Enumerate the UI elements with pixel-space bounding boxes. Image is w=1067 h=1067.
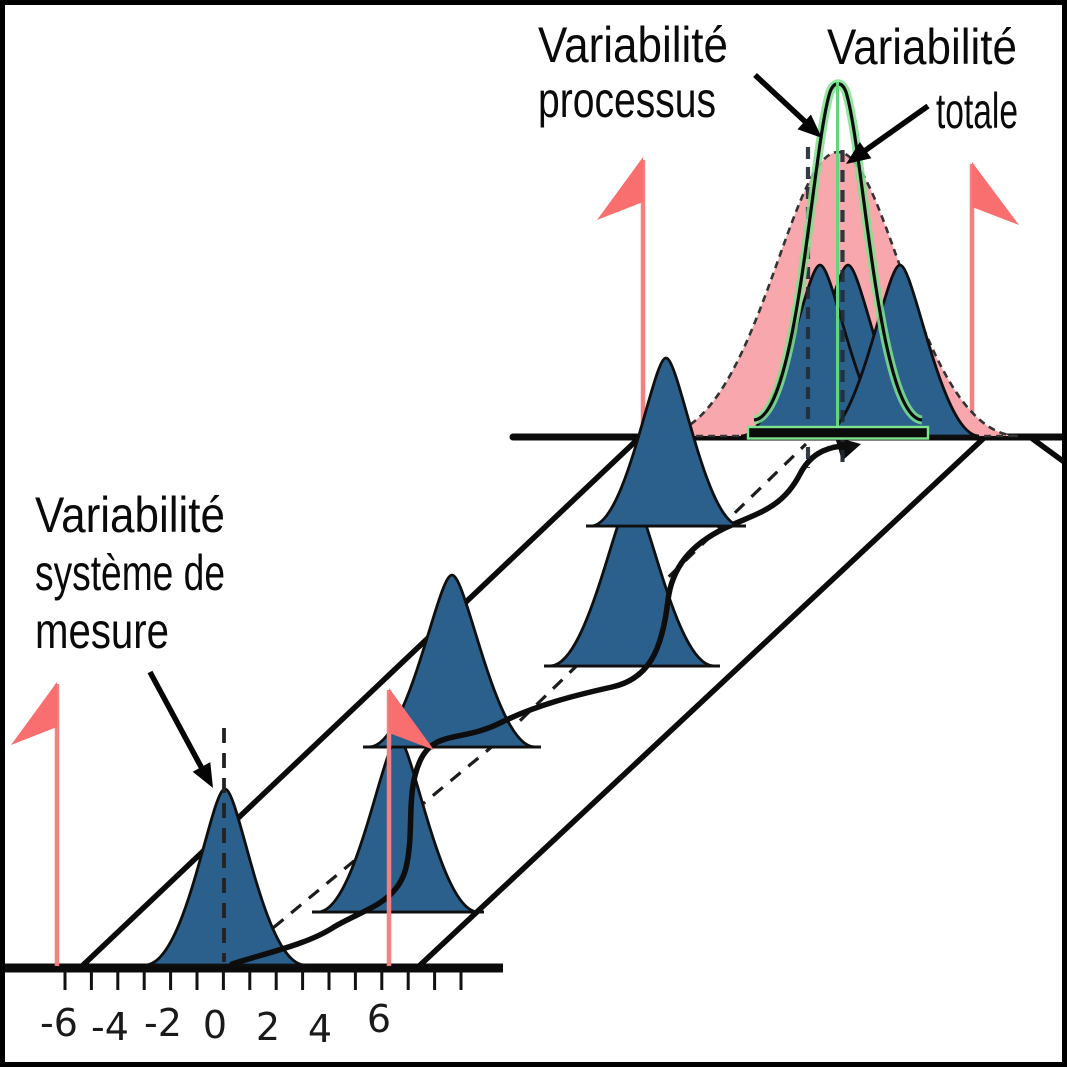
left-conveyor-rail (78, 435, 642, 970)
process-variability-label: Variabilité processus (538, 17, 728, 128)
cluster-curve-right (820, 263, 980, 438)
annotation-arrows (147, 72, 930, 788)
axis-ticks (63, 970, 463, 990)
process-label-line1: Variabilité (538, 17, 728, 73)
total-label-arrow (854, 103, 930, 160)
total-variability-label: Variabilité totale (827, 19, 1018, 139)
total-label-arrowhead-icon (846, 141, 872, 164)
right-conveyor-rail (415, 434, 987, 971)
measure-label-arrowhead-icon (192, 762, 213, 788)
tick-label: -4 (91, 1005, 129, 1049)
tick-label: 6 (367, 997, 391, 1041)
process-label-arrowhead-icon (797, 114, 822, 138)
measure-label-line3: mesure (35, 603, 169, 659)
tick-label: -2 (144, 1001, 182, 1045)
tick-label: 0 (203, 1003, 227, 1047)
measure-label-arrow (147, 670, 209, 778)
lower-left-flag-icon (11, 682, 57, 745)
distribution-curve-5 (590, 356, 742, 528)
upper-left-flag-icon (597, 157, 643, 220)
process-path-arrowhead-icon (835, 437, 861, 461)
spread-bracket-bar (746, 425, 930, 440)
measure-variability-label: Variabilité système de mesure (35, 487, 225, 659)
process-label-arrow (753, 72, 814, 131)
middle-flag-icon (389, 688, 434, 750)
total-label-line1: Variabilité (827, 19, 1017, 75)
tick-label: 4 (308, 1007, 332, 1051)
tick-label: -6 (40, 1001, 78, 1045)
right-rail-extension (1028, 434, 1067, 467)
tick-label: 2 (256, 1005, 280, 1049)
upper-right-flag-icon (972, 162, 1019, 225)
axis-tick-labels: -6 -4 -2 0 2 4 6 (40, 997, 391, 1051)
process-path-curve (229, 443, 845, 967)
measure-label-line1: Variabilité (35, 487, 225, 543)
total-label-line2: totale (936, 83, 1018, 139)
process-label-line2: processus (538, 72, 716, 128)
measure-label-line2: système de (35, 545, 225, 601)
